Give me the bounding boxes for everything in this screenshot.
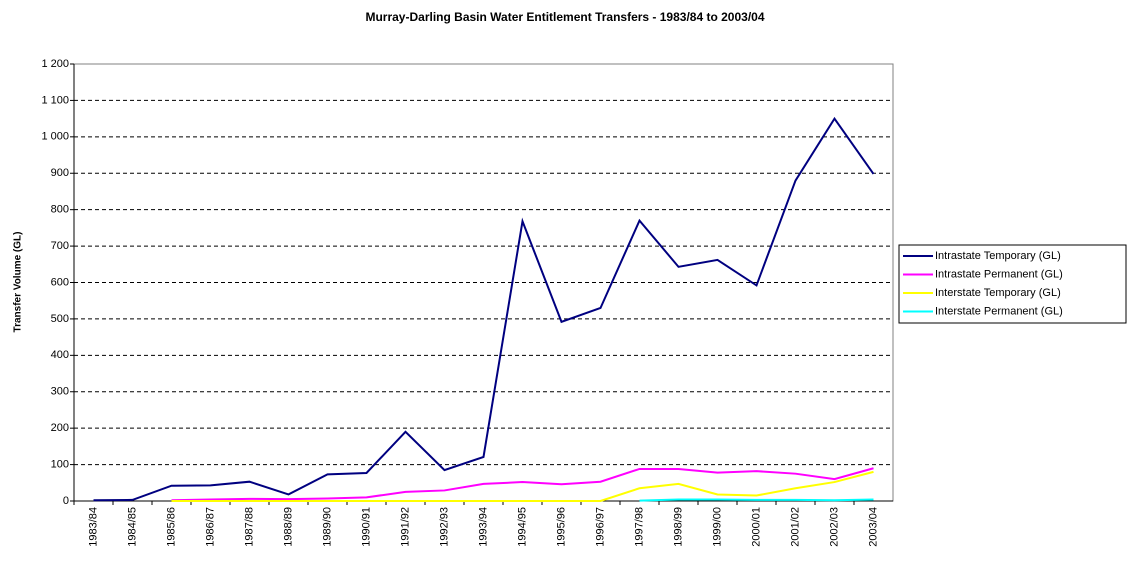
series-line [639, 498, 874, 502]
x-tick-label: 1985/86 [165, 507, 177, 547]
y-tick-label: 1 100 [41, 94, 69, 106]
x-tick-label: 2003/04 [867, 507, 879, 547]
legend-label: Interstate Temporary (GL) [935, 287, 1061, 299]
y-tick-label: 700 [51, 240, 69, 252]
x-tick-label: 2001/02 [789, 507, 801, 547]
x-tick-label: 1996/97 [594, 507, 606, 547]
series-line [171, 470, 874, 502]
y-tick-label: 800 [51, 204, 69, 216]
legend-label: Intrastate Permanent (GL) [935, 268, 1063, 280]
x-tick-label: 1997/98 [633, 507, 645, 547]
x-tick-label: 1983/84 [87, 507, 99, 547]
y-tick-label: 900 [51, 167, 69, 179]
y-tick-label: 1 000 [41, 131, 69, 143]
x-tick-label: 1995/96 [555, 507, 567, 547]
y-tick-label: 1 200 [41, 58, 69, 70]
x-tick-label: 1993/94 [477, 507, 489, 547]
x-tick-label: 1999/00 [711, 507, 723, 547]
x-tick-label: 1992/93 [438, 507, 450, 547]
y-tick-label: 600 [51, 276, 69, 288]
series-line [171, 467, 874, 502]
x-tick-label: 1990/91 [360, 507, 372, 547]
x-tick-label: 1988/89 [282, 507, 294, 547]
legend-label: Interstate Permanent (GL) [935, 305, 1063, 317]
x-tick-label: 1984/85 [126, 507, 138, 547]
y-tick-label: 200 [51, 422, 69, 434]
series-line [93, 116, 875, 502]
x-tick-label: 1986/87 [204, 507, 216, 547]
y-tick-label: 100 [51, 458, 69, 470]
x-tick-label: 1994/95 [516, 507, 528, 547]
chart-title: Murray-Darling Basin Water Entitlement T… [365, 10, 764, 24]
legend-box [898, 244, 1127, 324]
x-tick-label: 1998/99 [672, 507, 684, 547]
x-tick-label: 1987/88 [243, 507, 255, 547]
y-tick-label: 400 [51, 349, 69, 361]
y-tick-label: 0 [63, 495, 69, 507]
legend-label: Intrastate Temporary (GL) [935, 250, 1061, 262]
y-tick-label: 500 [51, 313, 69, 325]
x-tick-label: 1989/90 [321, 507, 333, 547]
y-tick-label: 300 [51, 386, 69, 398]
y-axis-label: Transfer Volume (GL) [13, 232, 24, 333]
x-tick-label: 2000/01 [750, 507, 762, 547]
x-tick-label: 2002/03 [828, 507, 840, 547]
x-tick-label: 1991/92 [399, 507, 411, 547]
